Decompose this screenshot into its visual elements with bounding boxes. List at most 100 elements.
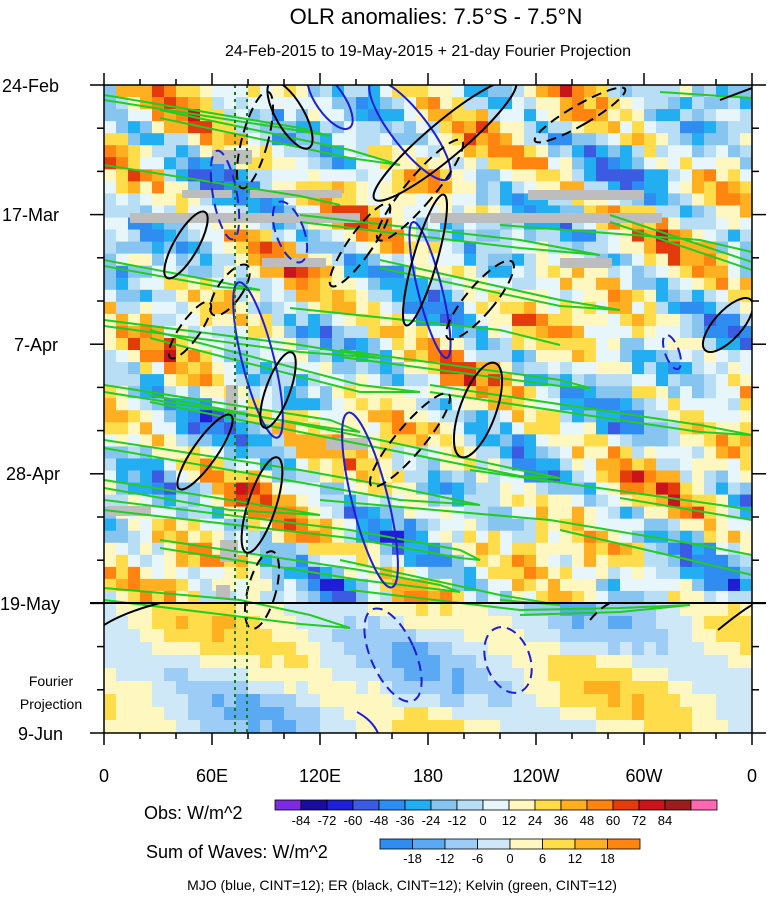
field-cell (224, 85, 237, 98)
field-cell (176, 434, 189, 447)
field-cell (692, 277, 705, 291)
projection-cell (128, 720, 141, 733)
field-cell (140, 590, 153, 604)
field-cell (188, 518, 201, 532)
projection-cell (224, 694, 237, 708)
colorbar-swatch (612, 799, 640, 811)
field-cell (512, 265, 525, 279)
field-cell (452, 121, 465, 134)
projection-cell (284, 668, 297, 682)
projection-cell (116, 642, 129, 656)
field-cell (668, 133, 681, 146)
field-cell (140, 313, 153, 327)
field-cell (620, 374, 633, 387)
field-cell (284, 554, 297, 568)
projection-cell (464, 616, 477, 630)
field-cell (356, 265, 369, 279)
field-cell (548, 253, 561, 267)
field-cell (152, 301, 165, 315)
field-cell (176, 410, 189, 423)
projection-cell (572, 629, 585, 643)
field-cell (716, 229, 729, 243)
projection-cell (380, 668, 393, 682)
field-cell (512, 133, 525, 146)
field-cell (548, 325, 561, 339)
field-cell (704, 145, 717, 158)
field-cell (644, 374, 657, 387)
projection-cell (524, 616, 537, 630)
field-cell (152, 542, 165, 556)
projection-cell (728, 603, 741, 617)
field-cell (452, 482, 465, 496)
field-cell (584, 374, 597, 387)
field-cell (620, 169, 633, 182)
projection-cell (596, 694, 609, 708)
field-cell (260, 301, 273, 315)
projection-cell (656, 668, 669, 682)
projection-cell (560, 616, 573, 630)
projection-cell (632, 681, 645, 695)
projection-cell (512, 720, 525, 733)
field-cell (536, 109, 549, 122)
field-cell (608, 362, 621, 375)
field-cell (536, 566, 549, 580)
projection-cell (344, 720, 357, 733)
field-cell (440, 253, 453, 267)
projection-cell (344, 603, 357, 617)
field-cell (308, 241, 321, 255)
field-cell (128, 362, 141, 375)
field-cell (380, 337, 393, 351)
field-cell (728, 301, 741, 315)
field-cell (608, 277, 621, 291)
projection-cell (116, 668, 129, 682)
projection-cell (368, 629, 381, 643)
projection-cell (452, 694, 465, 708)
projection-cell (212, 694, 225, 708)
field-cell (512, 169, 525, 182)
field-cell (428, 85, 441, 98)
field-cell (620, 241, 633, 255)
field-cell (380, 518, 393, 532)
projection-cell (704, 681, 717, 695)
field-cell (632, 109, 645, 122)
field-cell (404, 169, 417, 182)
field-cell (476, 289, 489, 303)
field-cell (416, 145, 429, 158)
field-cell (284, 97, 297, 110)
field-cell (296, 542, 309, 556)
field-cell (224, 241, 237, 255)
field-cell (452, 289, 465, 303)
projection-cell (404, 603, 417, 617)
projection-cell (464, 642, 477, 656)
field-cell (668, 181, 681, 195)
field-cell (632, 578, 645, 592)
field-cell (176, 301, 189, 315)
field-cell (716, 85, 729, 98)
projection-cell (704, 707, 717, 721)
projection-cell (260, 694, 273, 708)
projection-cell (104, 655, 117, 669)
field-cell (116, 241, 129, 255)
colorbar-swatch (574, 838, 608, 850)
field-cell (284, 145, 297, 158)
y-tick-label: 17-Mar (2, 205, 59, 225)
field-cell (716, 265, 729, 279)
field-cell (428, 434, 441, 447)
field-cell (524, 229, 537, 243)
projection-cell (488, 668, 501, 682)
projection-cell (548, 655, 561, 669)
field-cell (236, 434, 249, 447)
projection-cell (680, 707, 693, 721)
field-cell (632, 446, 645, 460)
field-cell (296, 434, 309, 447)
projection-cell (608, 616, 621, 630)
field-cell (116, 446, 129, 460)
field-cell (476, 277, 489, 291)
field-cell (620, 121, 633, 134)
field-cell (260, 530, 273, 544)
field-cell (128, 277, 141, 291)
projection-cell (608, 720, 621, 733)
field-cell (296, 337, 309, 351)
projection-cell (704, 603, 717, 617)
field-cell (440, 121, 453, 134)
